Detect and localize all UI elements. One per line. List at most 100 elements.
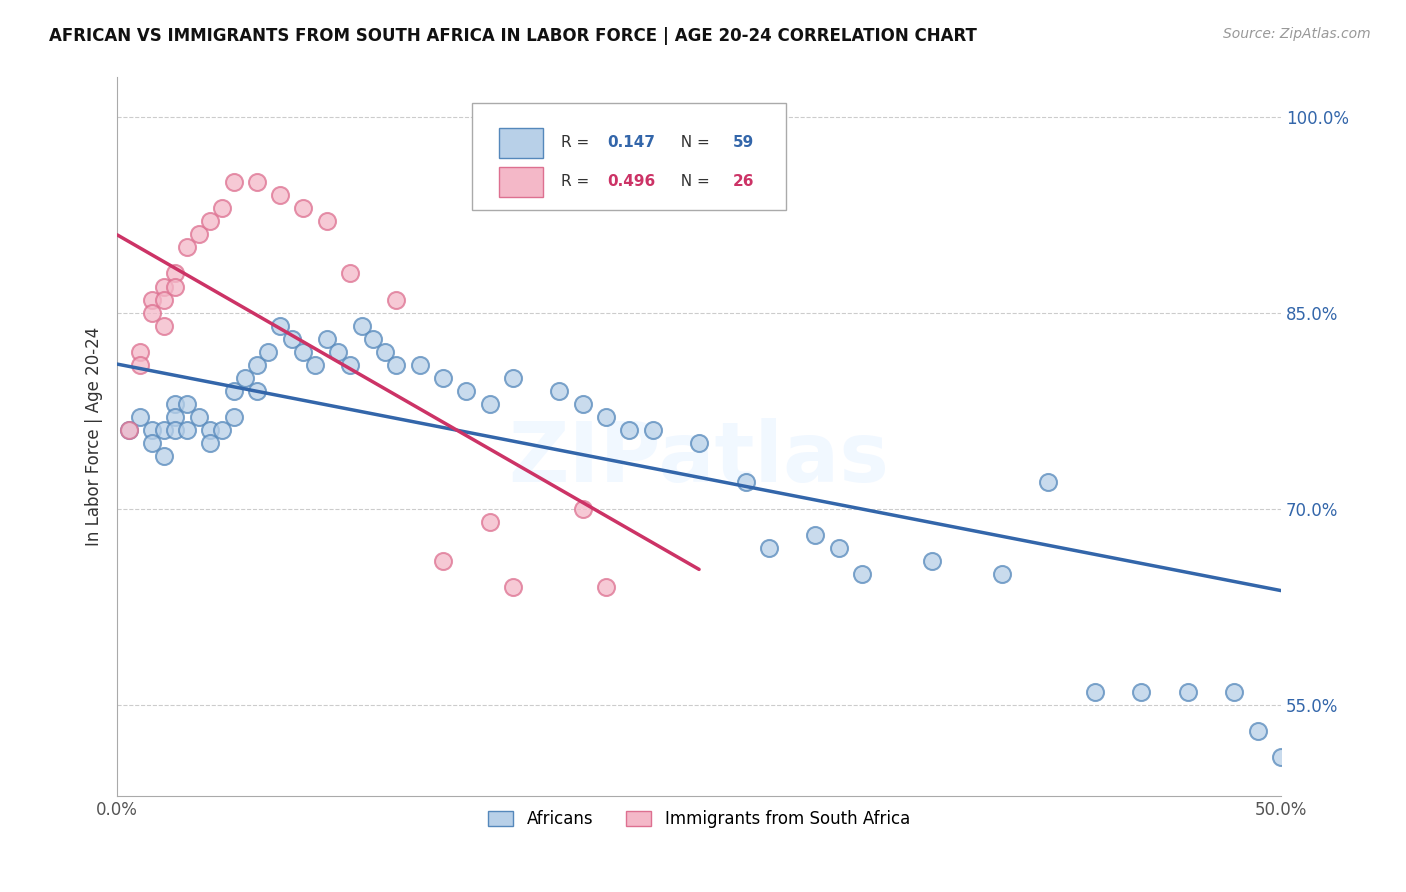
- Point: [222, 410, 245, 425]
- Point: [828, 541, 851, 555]
- Point: [269, 318, 291, 333]
- Text: 26: 26: [733, 174, 755, 189]
- Point: [165, 397, 187, 411]
- Point: [339, 267, 361, 281]
- FancyBboxPatch shape: [499, 167, 543, 197]
- Point: [165, 279, 187, 293]
- Point: [1294, 293, 1316, 307]
- Point: [328, 344, 350, 359]
- Point: [571, 501, 593, 516]
- Point: [432, 554, 454, 568]
- Legend: Africans, Immigrants from South Africa: Africans, Immigrants from South Africa: [481, 803, 917, 835]
- Point: [595, 410, 617, 425]
- Point: [141, 436, 163, 450]
- Point: [165, 423, 187, 437]
- Point: [688, 436, 710, 450]
- Point: [374, 344, 396, 359]
- Point: [152, 318, 174, 333]
- Point: [409, 358, 432, 372]
- Point: [200, 214, 222, 228]
- Point: [222, 175, 245, 189]
- Point: [1223, 684, 1246, 698]
- Text: R =: R =: [561, 174, 593, 189]
- Point: [641, 423, 664, 437]
- Point: [734, 475, 756, 490]
- Point: [118, 423, 141, 437]
- Point: [152, 279, 174, 293]
- Point: [1247, 723, 1270, 738]
- Point: [315, 214, 337, 228]
- Point: [246, 358, 269, 372]
- Point: [1270, 750, 1292, 764]
- Point: [129, 344, 152, 359]
- Text: Source: ZipAtlas.com: Source: ZipAtlas.com: [1223, 27, 1371, 41]
- Point: [1177, 684, 1199, 698]
- Point: [385, 293, 408, 307]
- Point: [187, 410, 209, 425]
- Point: [990, 566, 1012, 581]
- Point: [176, 397, 198, 411]
- Point: [281, 332, 304, 346]
- Point: [502, 371, 524, 385]
- Y-axis label: In Labor Force | Age 20-24: In Labor Force | Age 20-24: [86, 327, 103, 547]
- Point: [292, 201, 315, 215]
- Text: R =: R =: [561, 136, 593, 151]
- Point: [502, 580, 524, 594]
- Point: [432, 371, 454, 385]
- Point: [361, 332, 384, 346]
- Point: [758, 541, 780, 555]
- Point: [548, 384, 571, 398]
- Point: [339, 358, 361, 372]
- Text: N =: N =: [671, 136, 714, 151]
- Point: [619, 423, 641, 437]
- Point: [211, 201, 233, 215]
- Point: [269, 188, 291, 202]
- Point: [804, 528, 827, 542]
- Point: [385, 358, 408, 372]
- Point: [304, 358, 326, 372]
- Point: [478, 515, 501, 529]
- Text: N =: N =: [671, 174, 714, 189]
- Point: [187, 227, 209, 242]
- Text: 0.147: 0.147: [607, 136, 655, 151]
- Point: [176, 423, 198, 437]
- Point: [141, 423, 163, 437]
- Point: [165, 267, 187, 281]
- Point: [129, 358, 152, 372]
- FancyBboxPatch shape: [499, 128, 543, 158]
- Point: [921, 554, 943, 568]
- Point: [315, 332, 337, 346]
- Point: [478, 397, 501, 411]
- Point: [595, 580, 617, 594]
- Point: [165, 410, 187, 425]
- Point: [246, 384, 269, 398]
- Point: [152, 450, 174, 464]
- Point: [292, 344, 315, 359]
- Point: [141, 293, 163, 307]
- Point: [118, 423, 141, 437]
- Point: [1281, 293, 1303, 307]
- Text: 0.496: 0.496: [607, 174, 655, 189]
- Text: 59: 59: [733, 136, 754, 151]
- Point: [129, 410, 152, 425]
- Point: [456, 384, 478, 398]
- Point: [152, 423, 174, 437]
- Point: [1038, 475, 1060, 490]
- Point: [176, 240, 198, 254]
- Point: [1084, 684, 1107, 698]
- Point: [152, 293, 174, 307]
- Point: [1130, 684, 1153, 698]
- Point: [350, 318, 373, 333]
- Point: [851, 566, 873, 581]
- Text: ZIPatlas: ZIPatlas: [509, 417, 890, 499]
- FancyBboxPatch shape: [472, 103, 786, 211]
- Point: [200, 423, 222, 437]
- Text: AFRICAN VS IMMIGRANTS FROM SOUTH AFRICA IN LABOR FORCE | AGE 20-24 CORRELATION C: AFRICAN VS IMMIGRANTS FROM SOUTH AFRICA …: [49, 27, 977, 45]
- Point: [571, 397, 593, 411]
- Point: [233, 371, 256, 385]
- Point: [141, 305, 163, 319]
- Point: [211, 423, 233, 437]
- Point: [257, 344, 280, 359]
- Point: [222, 384, 245, 398]
- Point: [246, 175, 269, 189]
